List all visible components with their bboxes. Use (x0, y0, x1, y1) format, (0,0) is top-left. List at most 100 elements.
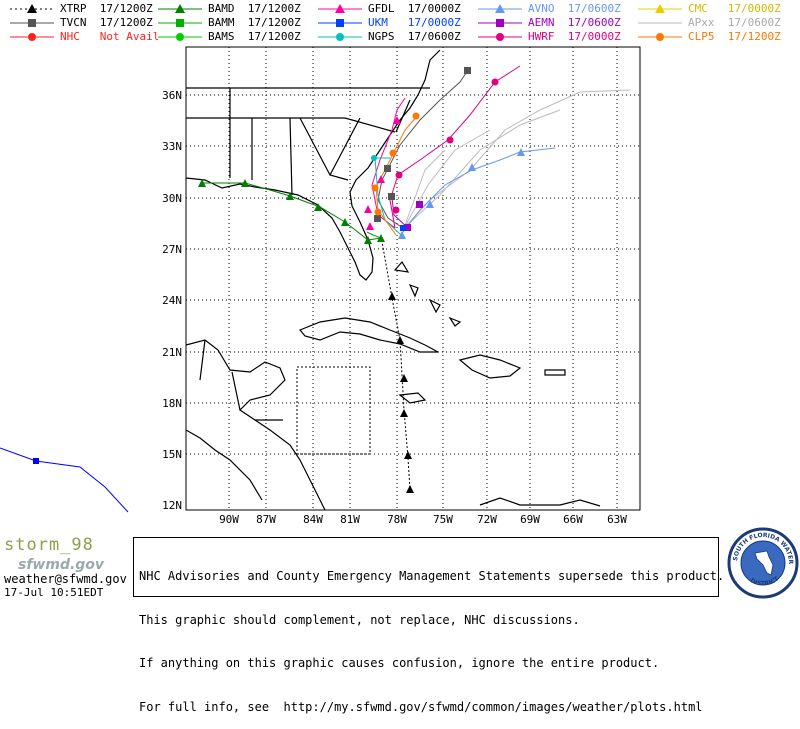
lon-label: 81W (340, 513, 360, 526)
ngps-point (371, 155, 377, 161)
bamd-point (241, 179, 249, 187)
legend-label: NGPS 17/0600Z (368, 30, 461, 43)
legend-item-gfdl: GFDL 17/0000Z (318, 2, 488, 16)
legend-item-cmc: CMC 17/0000Z (638, 2, 798, 16)
avno-point (517, 148, 525, 156)
lon-axis-labels: 90W 87W 84W 81W 78W 75W 72W 69W 66W 63W (219, 513, 627, 526)
clp5-point (374, 208, 382, 216)
lat-label: 30N (162, 192, 182, 205)
clp5-point (412, 112, 420, 120)
legend-label: HWRF 17/0000Z (528, 30, 621, 43)
lat-label: 12N (162, 499, 182, 512)
aemn-point (404, 224, 411, 231)
bamd-point (198, 179, 206, 187)
avno-point (426, 200, 434, 208)
xtrp-point (388, 292, 396, 300)
model-legend: XTRP 17/1200Z TVCN 17/1200Z NHC Not Avai… (0, 0, 800, 46)
gfdl-point (364, 205, 372, 213)
lon-label: 63W (607, 513, 627, 526)
legend-label: BAMS 17/1200Z (208, 30, 301, 43)
legend-label: BAMM 17/1200Z (208, 16, 301, 29)
hwrf-point (392, 206, 400, 214)
lat-label: 24N (162, 294, 182, 307)
lon-label: 75W (433, 513, 453, 526)
lat-label: 18N (162, 397, 182, 410)
gfdl-point (393, 116, 401, 124)
lon-label: 87W (256, 513, 276, 526)
legend-item-hwrf: HWRF 17/0000Z (478, 30, 648, 44)
sfwmd-seal-icon: SOUTH FLORIDA WATER MANAGEMENT DISTRICT (727, 527, 799, 599)
lat-label: 36N (162, 89, 182, 102)
lon-label: 78W (387, 513, 407, 526)
legend-item-bams: BAMS 17/1200Z (158, 30, 328, 44)
legend-label: NHC Not Avail (60, 30, 160, 43)
legend-item-nhc: NHC Not Avail (10, 30, 180, 44)
lon-label: 69W (520, 513, 540, 526)
gfdl-point (377, 175, 385, 183)
legend-label: BAMD 17/1200Z (208, 2, 301, 15)
xtrp-point (396, 336, 404, 344)
storm-name: storm_98 (4, 535, 94, 555)
hwrf-point (491, 78, 499, 86)
legend-item-avno: AVNO 17/0600Z (478, 2, 648, 16)
xtrp-point (406, 485, 414, 493)
disclaimer-line: If anything on this graphic causes confu… (139, 656, 660, 670)
legend-label: CLP5 17/1200Z (688, 30, 781, 43)
boundary-box (296, 366, 371, 455)
disclaimer-link-line[interactable]: For full info, see http://my.sfwmd.gov/s… (139, 699, 703, 714)
clp5-point (371, 184, 379, 192)
offmap-point (33, 458, 39, 464)
bamd-point (377, 234, 385, 242)
lat-label: 33N (162, 140, 182, 153)
timestamp: 17-Jul 10:51EDT (4, 586, 104, 599)
avno-point (468, 163, 476, 171)
contact-email[interactable]: weather@sfwmd.gov (4, 572, 127, 586)
legend-item-bamd: BAMD 17/1200Z (158, 2, 328, 16)
bamd-point (286, 192, 294, 200)
lon-label: 66W (563, 513, 583, 526)
tvcn-point (384, 165, 391, 172)
lat-label: 15N (162, 448, 182, 461)
legend-label: TVCN 17/1200Z (60, 16, 153, 29)
lon-label: 90W (219, 513, 239, 526)
xtrp-point (400, 374, 408, 382)
bamd-point (314, 203, 322, 211)
legend-item-apxx: APxx 17/0600Z (638, 16, 798, 30)
legend-item-ngps: NGPS 17/0600Z (318, 30, 488, 44)
lat-label: 27N (162, 243, 182, 256)
legend-label: APxx 17/0600Z (688, 16, 781, 29)
bamd-point (341, 218, 349, 226)
tvcn-point (374, 215, 381, 222)
lat-label: 21N (162, 346, 182, 359)
track-markers (33, 67, 525, 493)
disclaimer-line: This graphic should complement, not repl… (139, 612, 580, 627)
disclaimer-box: NHC Advisories and County Emergency Mana… (133, 537, 725, 714)
gfdl-point (366, 222, 374, 230)
legend-label: AVNO 17/0600Z (528, 2, 621, 15)
aemn-point (416, 201, 423, 208)
legend-item-ukm: UKM 17/0000Z (318, 16, 488, 30)
bamd-point (364, 236, 372, 244)
sfwmd-logo-text: sfwmd.gov (18, 557, 105, 573)
legend-item-xtrp: XTRP 17/1200Z (10, 2, 180, 16)
disclaimer-line: NHC Advisories and County Emergency Mana… (139, 569, 725, 583)
model-tracks (0, 65, 631, 513)
hwrf-point (446, 136, 454, 144)
map-frame (185, 46, 641, 511)
legend-item-tvcn: TVCN 17/1200Z (10, 16, 180, 30)
legend-label: CMC 17/0000Z (688, 2, 781, 15)
avno-point (398, 231, 406, 239)
lon-label: 84W (303, 513, 323, 526)
legend-label: AEMN 17/0600Z (528, 16, 621, 29)
hwrf-point (395, 171, 403, 179)
tvcn-point (464, 67, 471, 74)
legend-item-aemn: AEMN 17/0600Z (478, 16, 648, 30)
ukm-point (400, 225, 406, 231)
tvcn-point (388, 193, 395, 200)
lon-label: 72W (477, 513, 497, 526)
coastlines (185, 49, 601, 511)
legend-item-bamm: BAMM 17/1200Z (158, 16, 328, 30)
legend-label: XTRP 17/1200Z (60, 2, 153, 15)
legend-label: GFDL 17/0000Z (368, 2, 461, 15)
clp5-point (389, 149, 397, 157)
